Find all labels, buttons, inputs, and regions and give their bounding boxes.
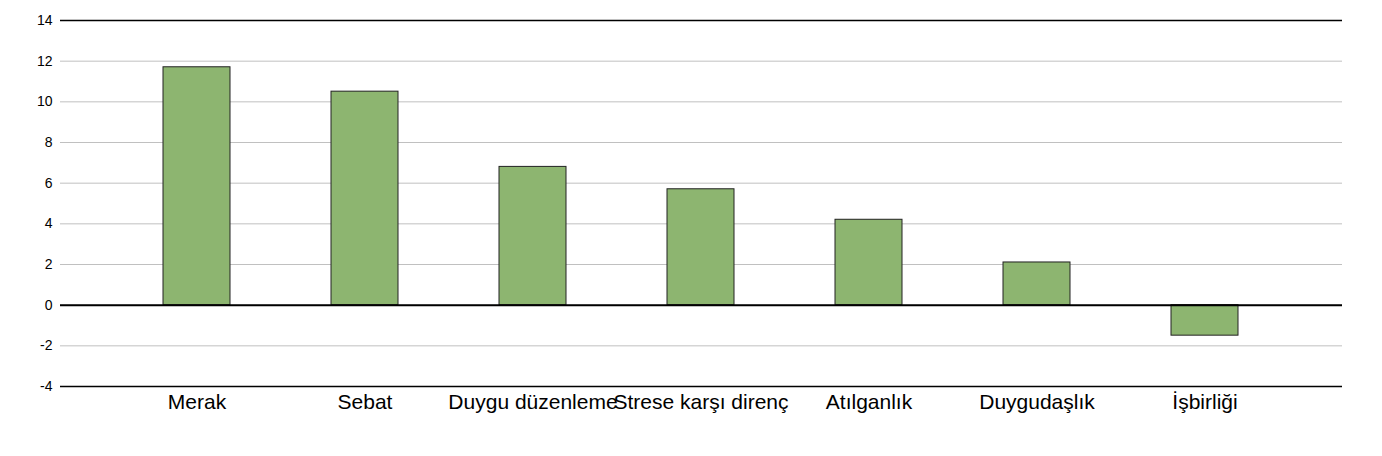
svg-text:İşbirliği: İşbirliği [1172,390,1237,413]
svg-text:6: 6 [45,175,53,191]
svg-text:8: 8 [45,134,53,150]
svg-text:Duygudaşlık: Duygudaşlık [979,390,1095,413]
svg-text:10: 10 [37,93,53,109]
svg-text:Strese karşı direnç: Strese karşı direnç [613,390,788,413]
svg-text:14: 14 [37,12,53,28]
svg-text:Duygu düzenleme: Duygu düzenleme [448,390,617,413]
svg-text:-4: -4 [40,378,53,394]
svg-text:2: 2 [45,256,53,272]
svg-text:Merak: Merak [168,390,227,413]
svg-text:0: 0 [45,297,53,313]
svg-text:12: 12 [37,53,53,69]
svg-text:-2: -2 [40,337,53,353]
svg-text:Sebat: Sebat [338,390,393,413]
svg-text:Atılganlık: Atılganlık [826,390,913,413]
svg-text:4: 4 [45,215,53,231]
